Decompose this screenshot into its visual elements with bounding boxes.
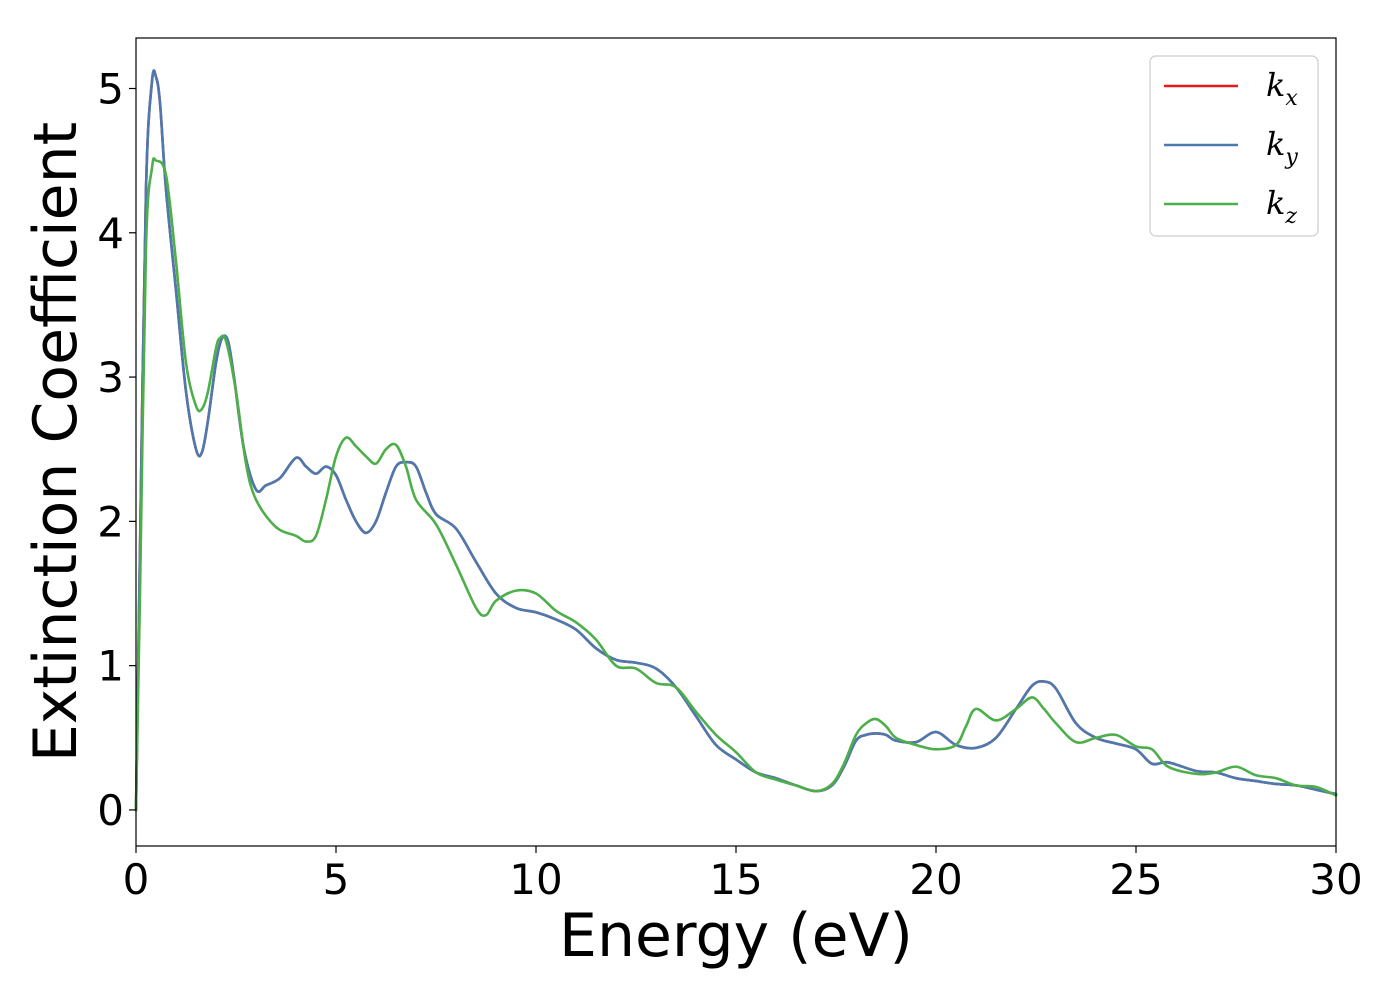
y-axis-ticks: 0 1 2 3 4 5: [97, 65, 136, 835]
y-tick-label: 2: [97, 497, 124, 546]
y-axis-title: Extinction Coefficient: [21, 122, 91, 762]
x-axis-title: Energy (eV): [559, 901, 913, 971]
y-tick-label: 0: [97, 786, 124, 835]
y-tick-label: 3: [97, 353, 124, 402]
series-line-k-z: [134, 157, 1338, 812]
x-axis-ticks: 0 5 10 15 20 25 30: [123, 846, 1363, 904]
legend-label-k-y: ky: [1266, 125, 1298, 170]
y-tick-label: 1: [97, 642, 124, 691]
legend-label-k-x: kx: [1266, 66, 1298, 111]
x-tick-label: 15: [709, 855, 762, 904]
legend-label-k-z: kz: [1266, 184, 1297, 229]
legend: kx ky kz: [1149, 55, 1319, 237]
x-tick-label: 10: [509, 855, 562, 904]
x-tick-label: 20: [909, 855, 962, 904]
x-tick-label: 5: [323, 855, 350, 904]
y-tick-label: 5: [97, 65, 124, 114]
x-tick-label: 0: [123, 855, 150, 904]
series-layer: [134, 69, 1338, 812]
x-tick-label: 25: [1109, 855, 1162, 904]
y-tick-label: 4: [97, 209, 124, 258]
x-tick-label: 30: [1309, 855, 1362, 904]
series-line-k-y: [134, 69, 1338, 812]
plot-area: [136, 38, 1336, 846]
